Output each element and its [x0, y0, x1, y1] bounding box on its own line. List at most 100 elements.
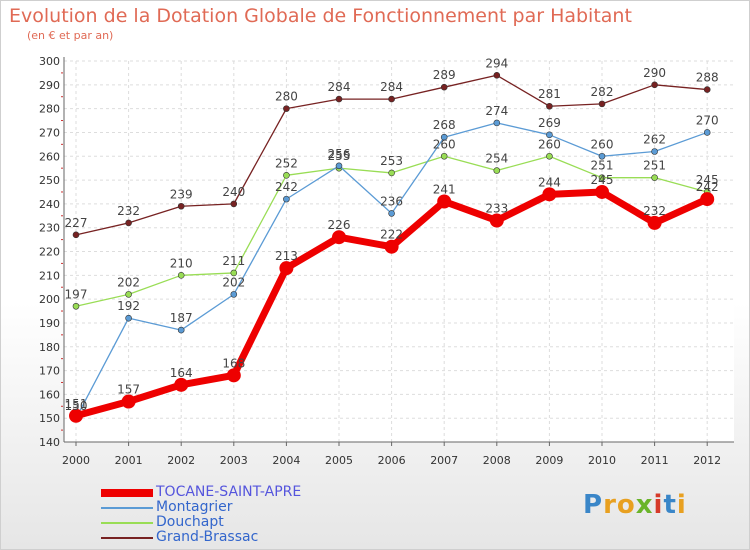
data-point-douchapt — [440, 152, 448, 160]
data-label-montagrier: 242 — [275, 180, 298, 194]
data-label-montagrier: 270 — [696, 113, 719, 127]
data-label-montagrier: 187 — [170, 311, 193, 325]
x-tick-label: 2003 — [220, 454, 248, 467]
data-label-grand-brassac: 284 — [380, 80, 403, 94]
data-label-douchapt: 197 — [65, 287, 88, 301]
logo-letter: x — [635, 490, 654, 520]
data-label-grand-brassac: 284 — [328, 80, 351, 94]
data-point-grand-brassac — [230, 200, 238, 208]
data-point-douchapt — [388, 169, 395, 177]
data-label-douchapt: 260 — [433, 137, 456, 151]
x-tick-label: 2010 — [588, 454, 616, 467]
data-label-montagrier: 260 — [591, 137, 614, 151]
data-point-douchapt — [493, 167, 501, 174]
data-point-douchapt — [72, 302, 80, 310]
data-point-douchapt — [651, 174, 658, 181]
legend-item-tocane: TOCANE-SAINT-APRE — [101, 485, 301, 500]
data-label-tocane: 232 — [643, 204, 666, 218]
data-label-montagrier: 256 — [328, 147, 351, 161]
data-point-tocane — [700, 192, 715, 207]
data-point-montagrier — [440, 133, 448, 141]
data-label-montagrier: 150 — [65, 399, 88, 413]
data-point-montagrier — [388, 210, 395, 217]
data-label-douchapt: 211 — [222, 254, 245, 268]
x-tick-label: 2004 — [272, 454, 300, 467]
y-tick-label: 170 — [39, 365, 60, 378]
data-point-tocane — [542, 187, 557, 202]
legend-label-grand-brassac: Grand-Brassac — [156, 529, 259, 545]
data-point-montagrier — [125, 314, 132, 322]
legend-swatch-montagrier — [101, 506, 153, 509]
y-tick-label: 240 — [39, 198, 60, 211]
data-point-tocane — [69, 408, 83, 423]
data-point-tocane — [279, 261, 294, 276]
y-tick-label: 150 — [39, 412, 60, 425]
data-label-douchapt: 255 — [328, 149, 351, 163]
data-point-montagrier — [598, 152, 606, 160]
data-label-grand-brassac: 227 — [65, 216, 88, 230]
data-point-grand-brassac — [440, 83, 448, 91]
data-label-grand-brassac: 239 — [170, 187, 193, 201]
data-label-douchapt: 252 — [275, 156, 298, 170]
data-point-grand-brassac — [388, 95, 395, 103]
data-point-grand-brassac — [283, 105, 290, 112]
y-tick-label: 270 — [39, 126, 60, 139]
data-label-grand-brassac: 294 — [485, 56, 508, 70]
data-point-tocane — [174, 377, 189, 392]
data-label-tocane: 222 — [380, 228, 403, 242]
data-point-douchapt — [177, 272, 185, 279]
logo-letter: i — [653, 490, 664, 520]
data-point-grand-brassac — [703, 86, 711, 93]
legend-item-grand-brassac: Grand-Brassac — [101, 530, 301, 545]
data-point-douchapt — [283, 172, 290, 179]
data-point-montagrier — [230, 291, 238, 298]
data-point-grand-brassac — [546, 102, 553, 110]
data-point-grand-brassac — [493, 71, 501, 79]
data-label-montagrier: 236 — [380, 194, 403, 208]
data-point-tocane — [437, 194, 452, 209]
data-label-douchapt: 210 — [170, 256, 193, 270]
data-point-douchapt — [546, 152, 553, 160]
y-tick-label: 160 — [39, 388, 60, 401]
data-label-tocane: 244 — [538, 175, 561, 189]
y-tick-label: 300 — [39, 55, 60, 68]
data-point-grand-brassac — [72, 231, 80, 239]
x-tick-label: 2009 — [535, 454, 563, 467]
data-point-montagrier — [703, 129, 711, 136]
y-tick-label: 140 — [39, 436, 60, 449]
data-label-tocane: 242 — [696, 180, 719, 194]
data-point-tocane — [595, 184, 609, 199]
data-label-grand-brassac: 280 — [275, 90, 298, 104]
y-tick-label: 290 — [39, 79, 60, 92]
data-label-tocane: 151 — [65, 397, 88, 411]
data-label-tocane: 164 — [170, 366, 193, 380]
x-tick-label: 2000 — [62, 454, 90, 467]
data-point-tocane — [647, 215, 662, 230]
data-label-tocane: 241 — [433, 182, 456, 196]
data-label-tocane: 245 — [591, 173, 614, 187]
data-point-grand-brassac — [651, 81, 658, 89]
data-label-grand-brassac: 281 — [538, 87, 561, 101]
y-tick-label: 180 — [39, 341, 60, 354]
data-point-montagrier — [177, 326, 185, 334]
data-label-montagrier: 274 — [485, 104, 508, 118]
data-label-grand-brassac: 288 — [696, 71, 719, 85]
legend-swatch-grand-brassac — [101, 536, 153, 539]
chart-title: Evolution de la Dotation Globale de Fonc… — [9, 5, 632, 27]
data-point-douchapt — [230, 269, 238, 277]
x-tick-label: 2011 — [641, 454, 669, 467]
data-point-tocane — [384, 239, 399, 254]
x-tick-label: 2007 — [430, 454, 458, 467]
data-point-montagrier — [493, 119, 501, 127]
data-label-douchapt: 245 — [696, 173, 719, 187]
logo-letter: P — [583, 490, 604, 520]
x-tick-label: 2001 — [115, 454, 143, 467]
data-label-montagrier: 202 — [222, 275, 245, 289]
legend-item-douchapt: Douchapt — [101, 515, 301, 530]
data-label-douchapt: 251 — [643, 159, 666, 173]
data-label-douchapt: 251 — [591, 159, 614, 173]
legend-label-tocane: TOCANE-SAINT-APRE — [156, 484, 302, 500]
data-point-douchapt — [125, 291, 132, 298]
data-point-montagrier — [283, 195, 290, 203]
